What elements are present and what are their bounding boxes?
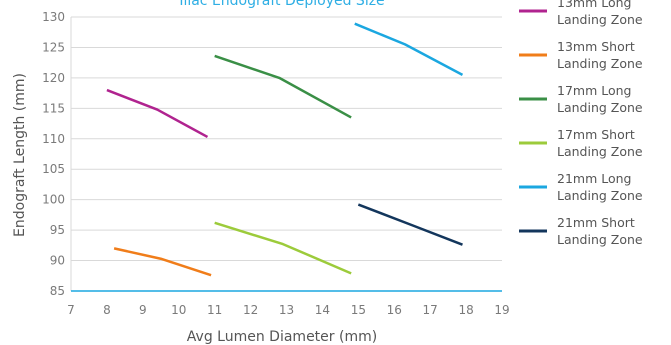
legend: 13mm Long Landing Zone 13mm Short Landing Z… bbox=[519, 0, 643, 247]
legend-label-4: Landing Zone bbox=[557, 144, 643, 159]
y-tick-label: 120 bbox=[42, 71, 65, 85]
legend-label-6: 21mm Short bbox=[557, 215, 635, 230]
x-tick-label: 9 bbox=[139, 303, 147, 317]
y-tick-label: 125 bbox=[42, 40, 65, 54]
series-lines bbox=[106, 22, 464, 277]
x-tick-label: 13 bbox=[279, 303, 294, 317]
x-tick-label: 19 bbox=[494, 303, 509, 317]
x-tick-label: 15 bbox=[351, 303, 366, 317]
legend-label-3: 17mm Long bbox=[557, 83, 631, 98]
y-tick-label: 90 bbox=[50, 254, 65, 268]
x-tick-label: 10 bbox=[171, 303, 186, 317]
x-axis-title: Avg Lumen Diameter (mm) bbox=[187, 329, 377, 345]
y-tick-labels: 85 90 95 100 105 110 115 120 125 130 bbox=[42, 10, 65, 298]
legend-label-1: 13mm Long bbox=[557, 0, 631, 10]
series-line-2 bbox=[113, 247, 212, 277]
y-tick-label: 100 bbox=[42, 193, 65, 207]
x-tick-label: 16 bbox=[387, 303, 402, 317]
legend-label-6: Landing Zone bbox=[557, 232, 643, 247]
x-tick-label: 12 bbox=[243, 303, 258, 317]
x-tick-label: 17 bbox=[423, 303, 438, 317]
y-tick-label: 95 bbox=[50, 223, 65, 237]
x-tick-label: 14 bbox=[315, 303, 330, 317]
x-tick-labels: 7 8 9 10 11 12 13 14 15 16 17 18 19 bbox=[67, 303, 509, 317]
legend-label-3: Landing Zone bbox=[557, 100, 643, 115]
y-tick-label: 110 bbox=[42, 132, 65, 146]
legend-label-5: 21mm Long bbox=[557, 171, 631, 186]
series-line-3 bbox=[214, 54, 352, 119]
series-line-4 bbox=[214, 221, 352, 275]
legend-label-5: Landing Zone bbox=[557, 188, 643, 203]
y-axis-title: Endograft Length (mm) bbox=[12, 73, 28, 237]
legend-label-4: 17mm Short bbox=[557, 127, 635, 142]
y-tick-label: 115 bbox=[42, 101, 65, 115]
x-tick-label: 11 bbox=[207, 303, 222, 317]
axes bbox=[70, 17, 502, 292]
x-tick-label: 7 bbox=[67, 303, 75, 317]
x-tick-label: 18 bbox=[458, 303, 473, 317]
y-tick-label: 130 bbox=[42, 10, 65, 24]
legend-label-2: 13mm Short bbox=[557, 39, 635, 54]
y-tick-label: 85 bbox=[50, 284, 65, 298]
series-line-5 bbox=[354, 22, 464, 76]
legend-label-1: Landing Zone bbox=[557, 12, 643, 27]
gridlines bbox=[71, 16, 502, 292]
series-line-1 bbox=[106, 88, 209, 139]
chart-title: Iliac Endograft Deployed Size bbox=[179, 0, 384, 9]
x-tick-label: 8 bbox=[103, 303, 111, 317]
y-tick-label: 105 bbox=[42, 162, 65, 176]
series-line-6 bbox=[357, 203, 463, 246]
legend-label-2: Landing Zone bbox=[557, 56, 643, 71]
